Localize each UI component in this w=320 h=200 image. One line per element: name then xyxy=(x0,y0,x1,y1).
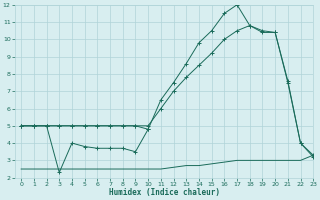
X-axis label: Humidex (Indice chaleur): Humidex (Indice chaleur) xyxy=(108,188,220,197)
